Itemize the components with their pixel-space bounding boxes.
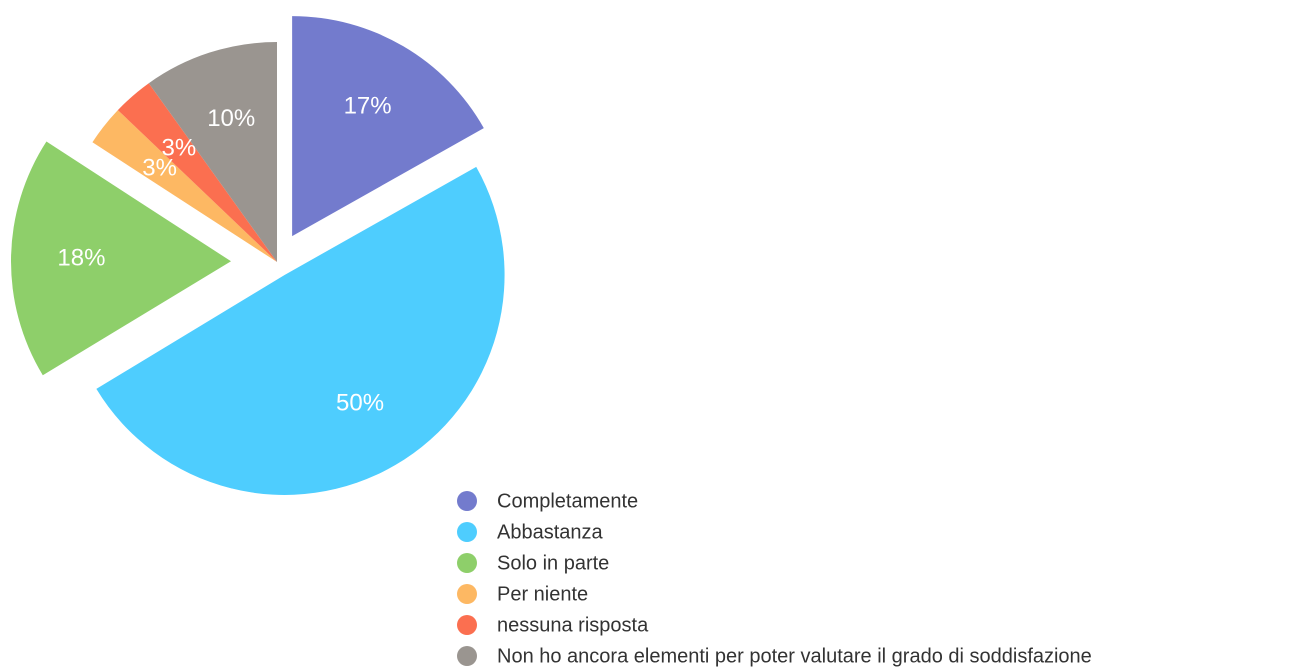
- legend-label: Abbastanza: [497, 521, 604, 543]
- legend-swatch: [457, 615, 477, 635]
- legend-label: nessuna risposta: [497, 614, 649, 636]
- slice-label: 10%: [207, 105, 255, 132]
- legend-label: Completamente: [497, 490, 638, 512]
- pie-slice: [96, 166, 505, 495]
- legend-label: Non ho ancora elementi per poter valutar…: [497, 645, 1092, 667]
- legend-label: Per niente: [497, 583, 588, 605]
- legend-swatch: [457, 491, 477, 511]
- pie-slice: [92, 110, 277, 262]
- slice-label: 50%: [336, 389, 384, 416]
- legend-label: Solo in parte: [497, 552, 609, 574]
- pie-slice: [117, 83, 277, 262]
- pie-slice: [292, 16, 484, 237]
- slice-label: 17%: [344, 92, 392, 119]
- slice-label: 3%: [162, 134, 197, 161]
- pie-slice: [11, 141, 232, 376]
- slice-label: 18%: [57, 244, 105, 271]
- legend-swatch: [457, 553, 477, 573]
- legend-swatch: [457, 584, 477, 604]
- legend-swatch: [457, 522, 477, 542]
- pie-slice: [148, 42, 277, 262]
- legend-swatch: [457, 646, 477, 666]
- slice-label: 3%: [142, 155, 177, 182]
